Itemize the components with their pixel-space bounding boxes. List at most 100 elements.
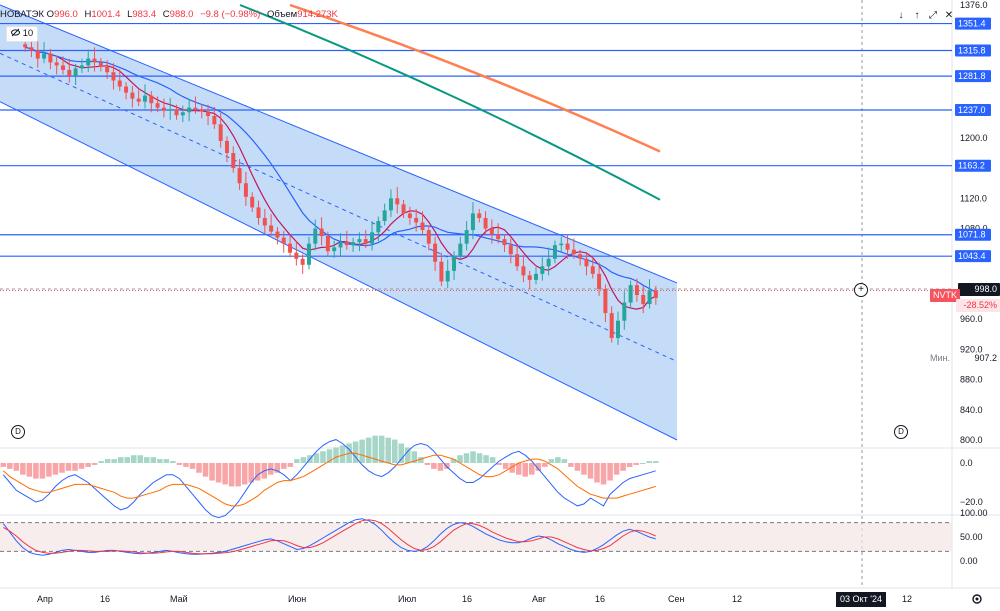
macd-histogram-bar [418, 457, 424, 463]
macd-histogram-bar [78, 463, 85, 469]
level-price-box [955, 228, 991, 241]
candle-body [508, 245, 513, 255]
macd-histogram-bar [646, 461, 652, 463]
time-axis-label: 12 [902, 594, 912, 604]
macd-histogram-bar [157, 459, 163, 463]
candle-body [237, 168, 242, 184]
candle-body [420, 222, 425, 231]
maximize-button[interactable]: ⤢ [929, 10, 937, 21]
macd-histogram-bar [33, 463, 39, 479]
candle-body [590, 266, 595, 274]
macd-histogram-bar [476, 453, 483, 463]
macd-histogram-bar [594, 463, 600, 483]
time-axis-label: 16 [595, 594, 605, 604]
time-axis-label: Июн [288, 594, 306, 604]
macd-histogram-bar [228, 463, 235, 487]
macd-histogram-bar [509, 463, 515, 473]
dividend-marker-right[interactable]: D [894, 425, 908, 439]
candle-body [502, 239, 507, 246]
time-axis-label: Июл [398, 594, 416, 604]
ma-green-line [239, 4, 661, 201]
candle-body [300, 258, 305, 265]
candle-body [212, 116, 217, 125]
channel-mid-line [0, 52, 678, 362]
macd-histogram-bar [359, 439, 365, 463]
volume-value: 914.273K [297, 9, 338, 20]
macd-histogram-bar [574, 463, 581, 471]
candle-body [527, 275, 532, 280]
candle-body [325, 236, 330, 252]
macd-histogram-bar [274, 463, 281, 473]
price-axis-label: 1376.0 [960, 0, 988, 10]
level-price-box [955, 103, 991, 116]
symbol-name[interactable]: НОВАТЭК [0, 9, 45, 20]
dividend-marker-left[interactable]: D [11, 425, 25, 439]
candle-body [174, 109, 179, 116]
macd-histogram-bar [235, 463, 241, 487]
candle-body [256, 207, 261, 218]
time-axis-label: Май [170, 594, 188, 604]
macd-histogram-bar [209, 463, 215, 481]
high-value: 1001.4 [91, 9, 121, 20]
macd-histogram-bar [542, 463, 548, 467]
macd-histogram-bar [326, 449, 333, 463]
candle-body [653, 290, 658, 299]
macd-histogram-bar [150, 457, 157, 463]
candle-body [92, 58, 97, 63]
candle-body [231, 153, 236, 169]
macd-histogram-bar [26, 463, 33, 477]
level-price-box [955, 159, 991, 172]
price-axis-label: 1071.8 [958, 230, 986, 240]
move-up-button[interactable]: ↑ [914, 10, 920, 21]
candle-body [401, 204, 406, 214]
candle-body [130, 92, 135, 99]
candle-body [243, 183, 248, 197]
macd-line [2, 439, 656, 519]
candle-body [439, 261, 444, 282]
regression-channel-fill [0, 5, 677, 440]
candle-body [35, 50, 40, 59]
candle-body [458, 243, 463, 256]
macd-histogram-bar [652, 461, 659, 463]
ma-legend[interactable]: 10 [6, 26, 39, 42]
price-axis-label: 1281.8 [958, 71, 986, 81]
candle-body [483, 217, 488, 229]
stoch-band-fill [0, 522, 952, 552]
candle-body [603, 288, 608, 314]
macd-histogram-bar [365, 437, 372, 463]
macd-histogram-bar [183, 463, 189, 467]
macd-histogram-bar [529, 463, 535, 475]
candle-body [23, 44, 28, 48]
gear-icon[interactable] [970, 592, 984, 606]
candle-body [634, 285, 639, 295]
macd-histogram-bar [502, 463, 509, 469]
macd-histogram-bar [496, 463, 502, 465]
macd-axis-label: 0.0 [960, 458, 973, 468]
candle-body [332, 247, 337, 252]
add-alert-icon[interactable]: + [854, 283, 868, 297]
candle-body [477, 213, 482, 218]
macd-histogram-bar [91, 463, 98, 465]
volume-label: Объем [266, 9, 298, 20]
candle-body [199, 109, 204, 112]
candle-body [180, 112, 185, 116]
close-pane-button[interactable]: ✕ [944, 10, 954, 21]
candle-body [546, 258, 551, 267]
eye-slash-icon[interactable] [11, 28, 20, 37]
candle-body [206, 111, 211, 117]
candle-body [98, 62, 103, 67]
date-cursor-badge: 03 Окт '24 [836, 592, 886, 607]
candle-body [609, 313, 614, 339]
candle-body [60, 65, 65, 70]
move-down-button[interactable]: ↓ [898, 10, 904, 21]
macd-histogram-bar [352, 441, 359, 463]
candle-body [357, 239, 362, 243]
macd-histogram-bar [633, 463, 639, 465]
macd-histogram-bar [0, 463, 7, 467]
macd-histogram-bar [85, 463, 91, 467]
macd-histogram-bar [548, 459, 555, 463]
price-axis-label: 920.0 [960, 344, 983, 354]
macd-histogram-bar [398, 443, 405, 463]
candle-body [306, 243, 311, 265]
